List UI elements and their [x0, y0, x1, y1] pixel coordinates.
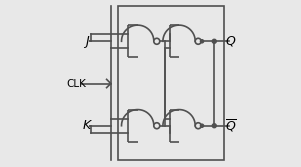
Circle shape [212, 39, 216, 43]
Text: Q: Q [226, 35, 236, 48]
Circle shape [200, 40, 203, 43]
Text: $\overline{Q}$: $\overline{Q}$ [225, 118, 237, 134]
Circle shape [154, 38, 160, 44]
Text: CLK: CLK [67, 78, 87, 89]
Circle shape [212, 124, 216, 128]
Circle shape [154, 123, 160, 129]
Circle shape [200, 124, 203, 127]
Text: K: K [82, 119, 91, 132]
Bar [118, 6, 224, 160]
Circle shape [195, 38, 201, 44]
Text: J: J [85, 35, 88, 48]
Circle shape [195, 123, 201, 129]
